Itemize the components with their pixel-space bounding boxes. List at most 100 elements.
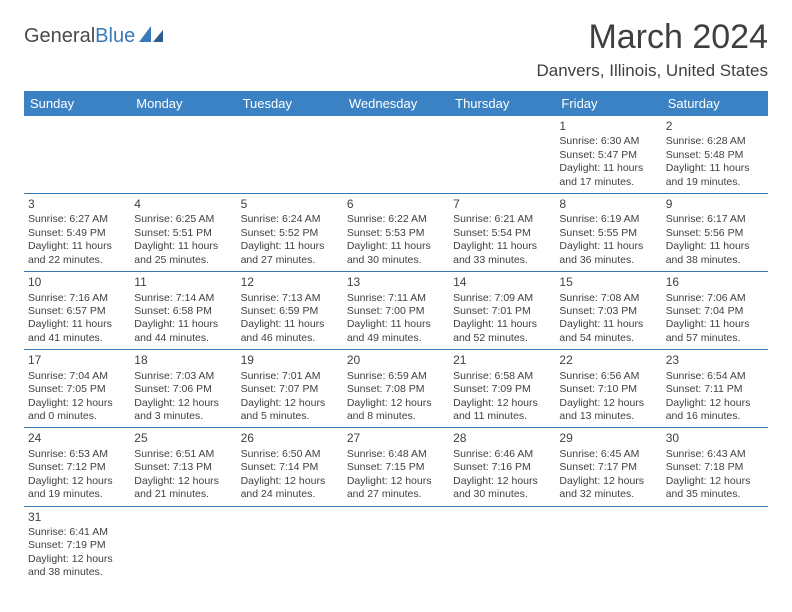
calendar-blank-cell	[449, 116, 555, 194]
calendar-day-cell: 24 Sunrise: 6:53 AMSunset: 7:12 PMDayligh…	[24, 428, 130, 506]
daylight-line: Daylight: 11 hours and 41 minutes.	[28, 318, 126, 345]
day-number: 19	[241, 353, 339, 368]
calendar-day-cell: 1Sunrise: 6:30 AMSunset: 5:47 PMDaylight…	[555, 116, 661, 194]
sunset-line: Sunset: 7:08 PM	[347, 383, 445, 396]
sunrise-line: Sunrise: 6:24 AM	[241, 213, 339, 226]
calendar-day-cell: 9Sunrise: 6:17 AMSunset: 5:56 PMDaylight…	[662, 194, 768, 272]
calendar-day-cell: 2Sunrise: 6:28 AMSunset: 5:48 PMDaylight…	[662, 116, 768, 194]
sunset-line: Sunset: 5:54 PM	[453, 227, 551, 240]
sunrise-line: Sunrise: 6:22 AM	[347, 213, 445, 226]
calendar-day-cell: 23Sunrise: 6:54 AMSunset: 7:11 PMDayligh…	[662, 350, 768, 428]
title-block: March 2024 Danvers, Illinois, United Sta…	[537, 18, 769, 89]
daylight-line: Daylight: 11 hours and 17 minutes.	[559, 162, 657, 189]
calendar-day-cell: 8Sunrise: 6:19 AMSunset: 5:55 PMDaylight…	[555, 194, 661, 272]
daylight-line: Daylight: 12 hours and 19 minutes.	[28, 475, 126, 502]
calendar-blank-cell	[130, 116, 236, 194]
day-number: 21	[453, 353, 551, 368]
sunset-line: Sunset: 7:16 PM	[453, 461, 551, 474]
daylight-line: Daylight: 12 hours and 30 minutes.	[453, 475, 551, 502]
daylight-line: Daylight: 11 hours and 36 minutes.	[559, 240, 657, 267]
calendar-week-row: 31Sunrise: 6:41 AMSunset: 7:19 PMDayligh…	[24, 506, 768, 584]
daylight-line: Daylight: 12 hours and 0 minutes.	[28, 397, 126, 424]
sunrise-line: Sunrise: 6:30 AM	[559, 135, 657, 148]
brand-sail-icon	[137, 24, 165, 49]
calendar-day-cell: 26Sunrise: 6:50 AMSunset: 7:14 PMDayligh…	[237, 428, 343, 506]
day-number: 12	[241, 275, 339, 290]
calendar-week-row: 3Sunrise: 6:27 AMSunset: 5:49 PMDaylight…	[24, 194, 768, 272]
calendar-day-cell: 16Sunrise: 7:06 AMSunset: 7:04 PMDayligh…	[662, 272, 768, 350]
sunrise-line: Sunrise: 7:03 AM	[134, 370, 232, 383]
calendar-day-cell: 3Sunrise: 6:27 AMSunset: 5:49 PMDaylight…	[24, 194, 130, 272]
sunrise-line: Sunrise: 6:27 AM	[28, 213, 126, 226]
calendar-day-cell: 31Sunrise: 6:41 AMSunset: 7:19 PMDayligh…	[24, 506, 130, 584]
sunset-line: Sunset: 5:48 PM	[666, 149, 764, 162]
sunrise-line: Sunrise: 6:51 AM	[134, 448, 232, 461]
sunrise-line: Sunrise: 7:13 AM	[241, 292, 339, 305]
sunrise-line: Sunrise: 7:04 AM	[28, 370, 126, 383]
day-number: 24	[28, 431, 126, 446]
daylight-line: Daylight: 11 hours and 27 minutes.	[241, 240, 339, 267]
daylight-line: Daylight: 11 hours and 44 minutes.	[134, 318, 232, 345]
brand-part2: Blue	[95, 25, 135, 48]
calendar-day-cell: 18Sunrise: 7:03 AMSunset: 7:06 PMDayligh…	[130, 350, 236, 428]
sunset-line: Sunset: 7:19 PM	[28, 539, 126, 552]
weekday-header: Monday	[130, 91, 236, 116]
calendar-blank-cell	[343, 506, 449, 584]
sunset-line: Sunset: 7:18 PM	[666, 461, 764, 474]
day-number: 8	[559, 197, 657, 212]
daylight-line: Daylight: 11 hours and 49 minutes.	[347, 318, 445, 345]
day-number: 2	[666, 119, 764, 134]
sunset-line: Sunset: 7:13 PM	[134, 461, 232, 474]
sunrise-line: Sunrise: 6:46 AM	[453, 448, 551, 461]
day-number: 25	[134, 431, 232, 446]
calendar-day-cell: 22Sunrise: 6:56 AMSunset: 7:10 PMDayligh…	[555, 350, 661, 428]
day-number: 11	[134, 275, 232, 290]
sunrise-line: Sunrise: 6:45 AM	[559, 448, 657, 461]
sunrise-line: Sunrise: 6:50 AM	[241, 448, 339, 461]
brand-part1: General	[24, 25, 95, 48]
sunrise-line: Sunrise: 6:43 AM	[666, 448, 764, 461]
calendar-day-cell: 29Sunrise: 6:45 AMSunset: 7:17 PMDayligh…	[555, 428, 661, 506]
day-number: 5	[241, 197, 339, 212]
header: GeneralBlue March 2024 Danvers, Illinois…	[24, 18, 768, 89]
sunset-line: Sunset: 7:09 PM	[453, 383, 551, 396]
day-number: 9	[666, 197, 764, 212]
sunset-line: Sunset: 7:12 PM	[28, 461, 126, 474]
sunset-line: Sunset: 5:53 PM	[347, 227, 445, 240]
daylight-line: Daylight: 12 hours and 32 minutes.	[559, 475, 657, 502]
day-number: 29	[559, 431, 657, 446]
daylight-line: Daylight: 12 hours and 3 minutes.	[134, 397, 232, 424]
sunrise-line: Sunrise: 7:01 AM	[241, 370, 339, 383]
location-text: Danvers, Illinois, United States	[537, 61, 769, 81]
sunrise-line: Sunrise: 6:53 AM	[28, 448, 126, 461]
daylight-line: Daylight: 11 hours and 30 minutes.	[347, 240, 445, 267]
calendar-day-cell: 7Sunrise: 6:21 AMSunset: 5:54 PMDaylight…	[449, 194, 555, 272]
sunrise-line: Sunrise: 7:14 AM	[134, 292, 232, 305]
weekday-header: Wednesday	[343, 91, 449, 116]
daylight-line: Daylight: 11 hours and 46 minutes.	[241, 318, 339, 345]
month-title: March 2024	[537, 18, 769, 57]
daylight-line: Daylight: 11 hours and 52 minutes.	[453, 318, 551, 345]
calendar-day-cell: 28Sunrise: 6:46 AMSunset: 7:16 PMDayligh…	[449, 428, 555, 506]
day-number: 14	[453, 275, 551, 290]
daylight-line: Daylight: 11 hours and 22 minutes.	[28, 240, 126, 267]
daylight-line: Daylight: 12 hours and 35 minutes.	[666, 475, 764, 502]
calendar-day-cell: 13Sunrise: 7:11 AMSunset: 7:00 PMDayligh…	[343, 272, 449, 350]
daylight-line: Daylight: 12 hours and 27 minutes.	[347, 475, 445, 502]
calendar-day-cell: 14Sunrise: 7:09 AMSunset: 7:01 PMDayligh…	[449, 272, 555, 350]
sunset-line: Sunset: 6:59 PM	[241, 305, 339, 318]
weekday-header: Thursday	[449, 91, 555, 116]
calendar-blank-cell	[662, 506, 768, 584]
calendar-day-cell: 4Sunrise: 6:25 AMSunset: 5:51 PMDaylight…	[130, 194, 236, 272]
sunset-line: Sunset: 7:01 PM	[453, 305, 551, 318]
day-number: 13	[347, 275, 445, 290]
day-number: 7	[453, 197, 551, 212]
sunrise-line: Sunrise: 7:08 AM	[559, 292, 657, 305]
sunset-line: Sunset: 7:04 PM	[666, 305, 764, 318]
calendar-blank-cell	[237, 506, 343, 584]
daylight-line: Daylight: 12 hours and 16 minutes.	[666, 397, 764, 424]
calendar-header-row: SundayMondayTuesdayWednesdayThursdayFrid…	[24, 91, 768, 116]
sunset-line: Sunset: 5:51 PM	[134, 227, 232, 240]
day-number: 4	[134, 197, 232, 212]
day-number: 16	[666, 275, 764, 290]
